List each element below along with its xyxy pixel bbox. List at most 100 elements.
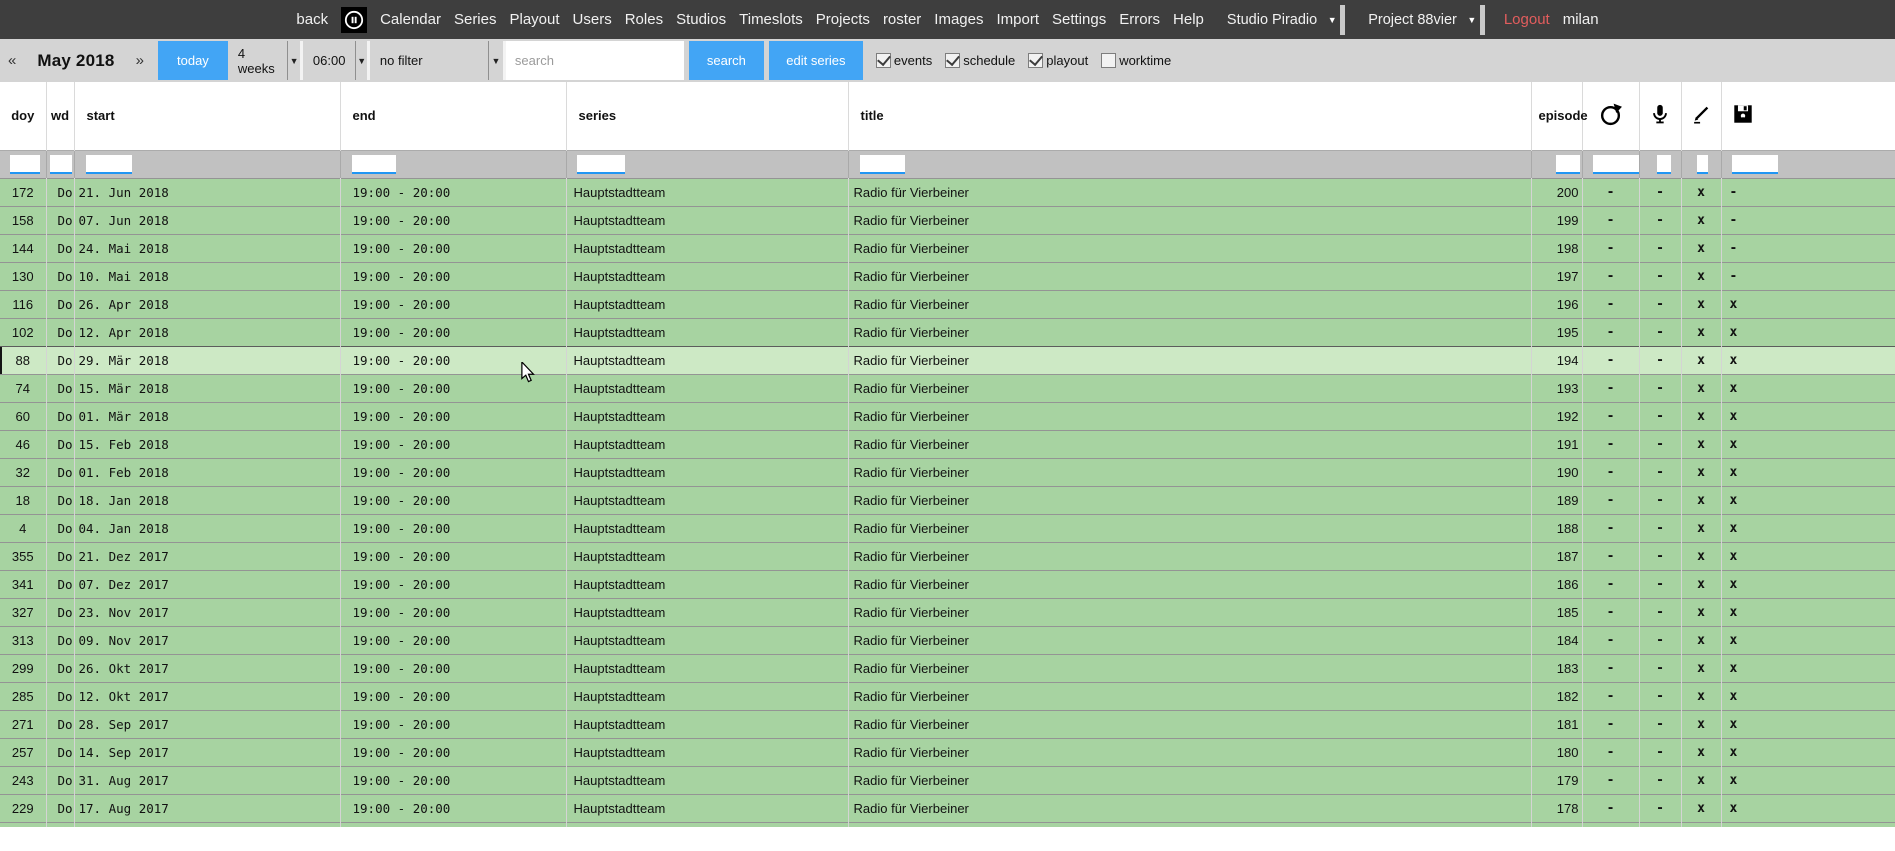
nav-item-roles[interactable]: Roles [624,11,664,28]
column-header-save[interactable] [1720,82,1895,150]
nav-item-calendar[interactable]: Calendar [380,11,441,28]
nav-item-errors[interactable]: Errors [1119,11,1161,28]
prev-month-button[interactable]: « [8,52,17,69]
filter-start-input[interactable] [85,154,132,174]
cell-episode: 180 [1530,737,1582,766]
cell-title: Radio für Vierbeiner [847,289,1531,318]
column-header-doy[interactable]: doy [0,82,46,150]
nav-item-timeslots[interactable]: Timeslots [739,11,803,28]
column-header-start[interactable]: start [73,82,340,150]
filter-episode-input[interactable] [1555,154,1580,174]
column-header-wd[interactable]: wd [45,82,74,150]
cell-rerun: - [1581,317,1639,346]
nav-item-playout[interactable]: Playout [509,11,560,28]
cell-wd: Do, [45,681,74,710]
nav-item-import[interactable]: Import [996,11,1039,28]
cell-save: x [1720,317,1895,346]
column-header-end[interactable]: end [339,82,566,150]
filter-series-input[interactable] [576,154,625,174]
cell-title: Radio für Vierbeiner [847,597,1531,626]
search-button[interactable]: search [688,41,764,80]
cell-start: 14. Sep 2017 [73,737,340,766]
nav-item-studios[interactable]: Studios [676,11,727,28]
worktime-checkbox[interactable] [1101,53,1117,68]
search-input[interactable] [505,41,684,80]
cell-save: x [1720,625,1895,654]
project-select[interactable]: Project 88vier ▼ [1362,4,1485,35]
filter-end-input[interactable] [351,154,396,174]
column-header-edit[interactable] [1680,82,1721,150]
cell-wd: Do, [45,737,74,766]
cell-series: Hauptstadtteam [565,233,848,262]
filter-edit-input[interactable] [1696,154,1708,174]
filter-save-input[interactable] [1731,154,1778,174]
events-checkbox[interactable] [875,53,891,68]
logout-link[interactable]: Logout [1503,11,1550,28]
range-select[interactable]: 4 weeks ▼ [228,41,303,80]
column-header-microphone[interactable] [1638,82,1681,150]
back-link[interactable]: back [296,11,329,28]
next-month-button[interactable]: » [135,52,144,69]
cell-episode: 193 [1530,373,1582,402]
time-select[interactable]: 06:00 ▼ [303,41,370,80]
playout-checkbox[interactable] [1028,53,1044,68]
schedule-checkbox[interactable] [945,53,961,68]
nav-item-help[interactable]: Help [1173,11,1204,28]
nav-item-images[interactable]: Images [934,11,984,28]
nav-item-settings[interactable]: Settings [1052,11,1107,28]
playout-checkbox-group: playout [1028,53,1088,68]
cell-wd: Do, [45,793,74,822]
nav-item-projects[interactable]: Projects [815,11,870,28]
filter-doy-input[interactable] [10,154,40,174]
filter-wd-input[interactable] [49,154,72,174]
nav-item-users[interactable]: Users [572,11,612,28]
nav-item-series[interactable]: Series [453,11,497,28]
nav-item-roster[interactable]: roster [882,11,922,28]
cell-episode: 196 [1530,289,1582,318]
cell-mic: - [1638,457,1681,486]
cell-edit: x [1680,457,1721,486]
filter-select[interactable]: no filter ▼ [370,41,506,80]
cell-save: x [1720,513,1895,542]
column-header-rerun[interactable] [1581,82,1639,150]
filter-rerun-input[interactable] [1592,154,1641,174]
studio-select[interactable]: Studio Piradio ▼ [1221,4,1346,35]
column-header-series[interactable]: series [565,82,848,150]
cell-doy: 341 [0,569,46,598]
cell-rerun: - [1581,289,1639,318]
today-button[interactable]: today [157,41,228,80]
filter-microphone-input[interactable] [1656,154,1671,174]
pause-circle-icon [344,10,364,29]
column-header-title[interactable]: title [847,82,1531,150]
cell-mic: - [1638,737,1681,766]
cell-mic: - [1638,401,1681,430]
app-logo[interactable] [341,6,368,33]
column-header-episode[interactable]: episode [1530,82,1588,150]
filter-title-input[interactable] [859,154,905,174]
edit-series-button[interactable]: edit series [768,41,863,80]
cell-end: 19:00 - 20:00 [339,205,566,234]
